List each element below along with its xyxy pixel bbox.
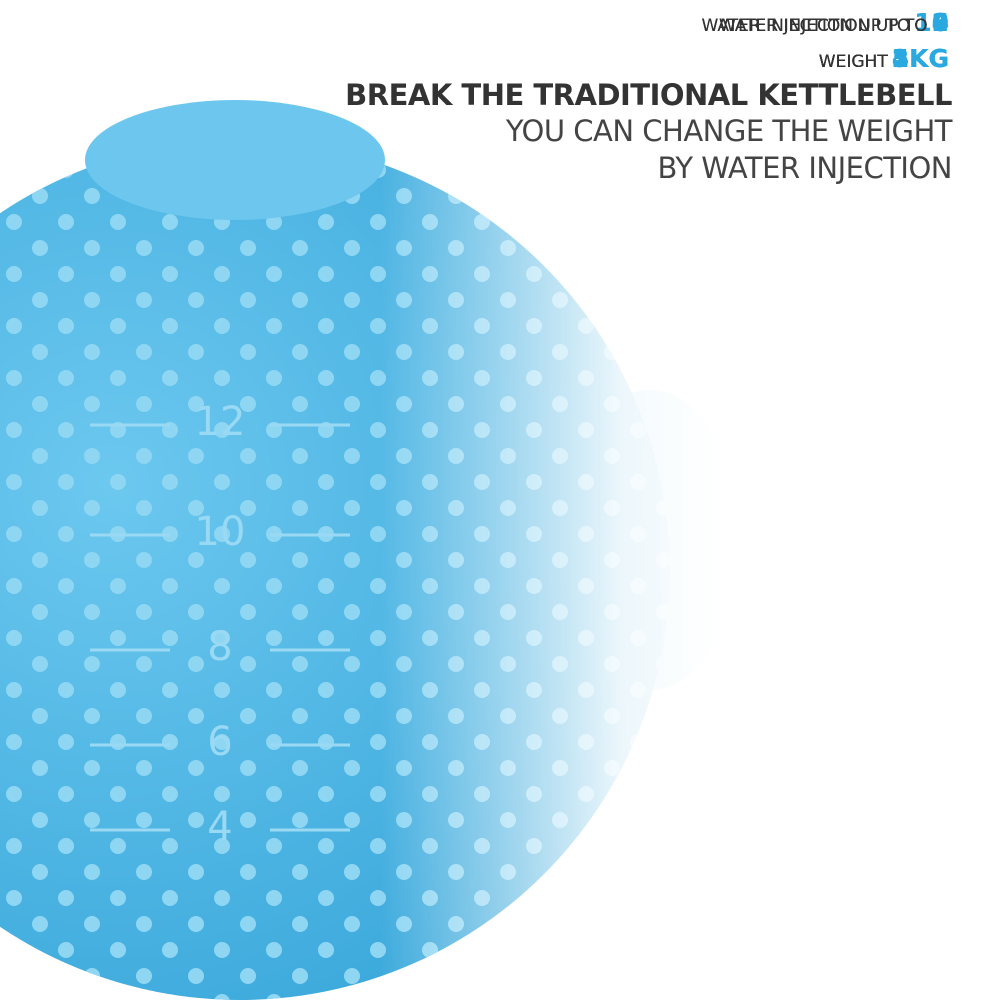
label: WATER INJECTION UP TO	[718, 16, 928, 36]
subtitle: YOU CAN CHANGE THE WEIGHT	[505, 114, 953, 148]
row-weight: WEIGHT 4KG	[819, 44, 949, 73]
weight: 2KG	[891, 44, 949, 73]
weight: 5KG	[891, 44, 949, 73]
level: 8	[931, 8, 949, 37]
label: WATER INJECTION UP TO	[718, 16, 928, 36]
title: BREAK THE TRADITIONAL KETTLEBELL	[345, 78, 952, 112]
row-label: WATER INJECTION UP TO 4	[719, 8, 949, 37]
weight-table: WATER INJECTION UP TO 12 WEIGHT 5KG WATER IN…	[0, 0, 1001, 444]
weight-label: WEIGHT	[818, 52, 888, 72]
row-weight: WEIGHT 5KG	[819, 44, 949, 73]
level: 12	[914, 8, 949, 37]
level: 6	[931, 8, 949, 37]
row-label: WATER INJECTION UP TO 12	[702, 8, 949, 37]
row: WATER INJECTION UP TO 4 WEIGHT 1KG	[0, 8, 1001, 444]
weight-label: WEIGHT	[818, 52, 888, 72]
weight-label: WEIGHT	[818, 52, 888, 72]
weight: 1KG	[891, 44, 949, 73]
row-weight: WEIGHT 1KG	[819, 44, 949, 73]
row: WATER INJECTION UP TO 6 WEIGHT 2KG	[0, 8, 1001, 356]
row-label: WATER INJECTION UP TO 10	[702, 8, 949, 37]
label: WATER INJECTION UP TO	[718, 16, 928, 36]
row-weight: WEIGHT 2KG	[819, 44, 949, 73]
row: WATER INJECTION UP TO 10 WEIGHT 4KG	[0, 8, 1001, 177]
level: 4	[931, 8, 949, 37]
label: WATER INJECTION UP TO	[701, 16, 911, 36]
level: 10	[914, 8, 949, 37]
row-weight: WEIGHT 3KG	[819, 44, 949, 73]
weight: 4KG	[891, 44, 949, 73]
row: WATER INJECTION UP TO 12 WEIGHT 5KG	[0, 0, 1001, 88]
label: WATER INJECTION UP TO	[701, 16, 911, 36]
weight-label: WEIGHT	[818, 52, 888, 72]
subtitle: BY WATER INJECTION	[657, 151, 953, 185]
row-label: WATER INJECTION UP TO 8	[719, 8, 949, 37]
row: WATER INJECTION UP TO 8 WEIGHT 3KG	[0, 8, 1001, 266]
weight-label: WEIGHT	[818, 52, 888, 72]
row-label: WATER INJECTION UP TO 6	[719, 8, 949, 37]
weight: 3KG	[891, 44, 949, 73]
